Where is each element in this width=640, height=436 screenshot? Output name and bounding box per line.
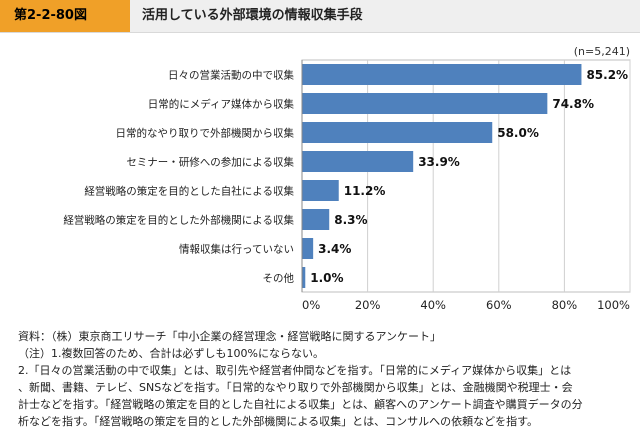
x-tick-label: 40%	[420, 298, 446, 312]
note-2-line-2: 、新聞、書籍、テレビ、SNSなどを指す。「日常的なやり取りで外部機関から収集」と…	[18, 381, 573, 394]
category-label: 日々の営業活動の中で収集	[168, 69, 294, 82]
category-label: その他	[263, 272, 295, 285]
figure-header: 第2-2-80図 活用している外部環境の情報収集手段	[0, 0, 640, 33]
x-tick-label: 100%	[597, 298, 630, 312]
x-tick-label: 20%	[355, 298, 381, 312]
bar-chart: (n=5,241) 日々の営業活動の中で収集 85.2% 日常的にメディア媒体から収集…	[0, 40, 640, 320]
note-1: （注）1.複数回答のため、合計は必ずしも100%にならない。	[18, 347, 324, 360]
note-2-line-3: 計士などを指す。「経営戦略の策定を目的とした自社による収集」とは、顧客へのアンケ…	[18, 398, 583, 411]
bar	[302, 180, 339, 201]
note-2-line-4: 析などを指す。「経営戦略の策定を目的とした外部機関による収集」とは、コンサルへの…	[18, 415, 538, 428]
value-label: 85.2%	[586, 68, 628, 82]
x-tick-label: 0%	[302, 298, 320, 312]
bar	[302, 122, 493, 143]
sample-size-note: (n=5,241)	[574, 45, 630, 58]
notes: 資料：（株）東京商工リサーチ「中小企業の経営理念・経営戦略に関するアンケート」 …	[18, 328, 633, 430]
category-label: 経営戦略の策定を目的とした自社による収集	[84, 185, 294, 198]
value-label: 1.0%	[310, 271, 343, 285]
category-label: 日常的にメディア媒体から収集	[148, 98, 295, 111]
category-label: 情報収集は行っていない	[179, 243, 294, 256]
figure-number: 第2-2-80図	[0, 0, 130, 32]
note-2-line-1: 2.「日々の営業活動の中で収集」とは、取引先や経営者仲間などを指す。「日常的にメ…	[18, 364, 572, 377]
bar-chart-svg: (n=5,241) 日々の営業活動の中で収集 85.2% 日常的にメディア媒体から収集…	[63, 45, 631, 312]
value-label: 3.4%	[318, 242, 351, 256]
source-note: 資料：（株）東京商工リサーチ「中小企業の経営理念・経営戦略に関するアンケート」	[18, 330, 442, 343]
x-tick-label: 60%	[486, 298, 512, 312]
value-label: 8.3%	[334, 213, 367, 227]
figure-title: 活用している外部環境の情報収集手段	[142, 8, 363, 23]
bar	[302, 238, 314, 259]
value-label: 33.9%	[418, 155, 460, 169]
value-label: 11.2%	[344, 184, 386, 198]
value-label: 58.0%	[497, 126, 539, 140]
bar	[302, 151, 414, 172]
value-label: 74.8%	[552, 97, 594, 111]
category-label: 日常的なやり取りで外部機関から収集	[116, 127, 295, 140]
bar	[302, 64, 582, 85]
bar	[302, 267, 306, 288]
bar	[302, 93, 548, 114]
category-label: 経営戦略の策定を目的とした外部機関による収集	[63, 214, 294, 227]
category-label: セミナー・研修への参加による収集	[126, 156, 294, 169]
x-tick-label: 80%	[552, 298, 578, 312]
bar	[302, 209, 330, 230]
